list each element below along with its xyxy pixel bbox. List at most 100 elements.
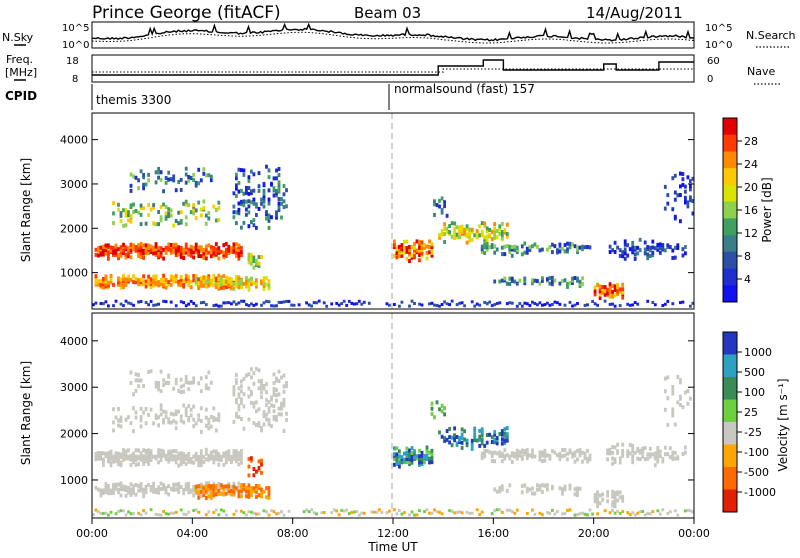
range-gate-cell bbox=[460, 224, 464, 229]
range-gate-cell bbox=[232, 215, 236, 220]
range-gate-cell bbox=[187, 274, 191, 279]
range-gate-cell bbox=[107, 484, 110, 488]
ground-scatter-cell bbox=[470, 300, 474, 304]
range-gate-cell bbox=[418, 253, 421, 257]
range-gate-cell bbox=[232, 484, 236, 489]
ground-scatter-cell bbox=[275, 512, 278, 516]
ground-scatter-cell bbox=[217, 304, 221, 308]
range-gate-cell bbox=[613, 284, 617, 289]
range-gate-cell bbox=[255, 469, 258, 474]
range-gate-cell bbox=[204, 484, 208, 489]
range-gate-cell bbox=[668, 446, 672, 451]
range-gate-cell bbox=[588, 245, 592, 250]
range-gate-cell bbox=[398, 248, 401, 253]
range-gate-cell bbox=[546, 453, 549, 458]
range-gate-cell bbox=[199, 254, 203, 259]
ground-scatter-cell bbox=[495, 302, 499, 305]
ground-scatter-cell bbox=[531, 300, 534, 304]
range-gate-cell bbox=[430, 247, 434, 252]
range-gate-cell bbox=[440, 210, 444, 215]
range-gate-cell bbox=[277, 406, 281, 411]
range-gate-cell bbox=[500, 230, 504, 235]
ground-scatter-cell bbox=[551, 508, 554, 512]
range-gate-cell bbox=[566, 241, 569, 246]
range-gate-cell bbox=[265, 282, 268, 287]
range-gate-cell bbox=[129, 248, 133, 252]
range-gate-cell bbox=[227, 248, 231, 253]
range-gate-cell bbox=[177, 490, 181, 494]
range-gate-cell bbox=[443, 438, 446, 443]
range-gate-cell bbox=[272, 381, 276, 386]
range-gate-cell bbox=[626, 253, 630, 258]
range-gate-cell bbox=[124, 456, 128, 461]
range-gate-cell bbox=[455, 435, 459, 439]
range-gate-cell bbox=[179, 459, 183, 464]
range-gate-cell bbox=[510, 460, 514, 464]
range-gate-cell bbox=[159, 218, 163, 223]
range-gate-cell bbox=[413, 253, 416, 258]
range-gate-cell bbox=[684, 189, 687, 194]
range-gate-cell bbox=[395, 446, 399, 451]
range-gate-cell bbox=[107, 283, 110, 288]
ground-scatter-cell bbox=[222, 509, 226, 513]
range-gate-cell bbox=[235, 194, 238, 198]
range-gate-cell bbox=[114, 248, 118, 253]
range-gate-cell bbox=[272, 404, 276, 409]
range-gate-cell bbox=[192, 424, 196, 429]
range-gate-cell bbox=[235, 414, 238, 419]
range-gate-cell bbox=[207, 250, 211, 255]
range-gate-cell bbox=[633, 245, 637, 250]
range-gate-cell bbox=[194, 245, 198, 250]
range-gate-cell bbox=[458, 225, 461, 230]
range-gate-cell bbox=[219, 491, 223, 496]
ground-scatter-cell bbox=[543, 303, 547, 307]
range-gate-cell bbox=[169, 177, 173, 182]
nave-label: Nave bbox=[747, 65, 775, 78]
ground-scatter-cell bbox=[428, 511, 431, 515]
range-gate-cell bbox=[237, 481, 241, 486]
range-gate-cell bbox=[194, 279, 198, 284]
ground-scatter-cell bbox=[179, 508, 183, 512]
range-gate-cell bbox=[260, 458, 263, 463]
range-gate-cell bbox=[272, 387, 276, 391]
range-gate-cell bbox=[144, 449, 148, 453]
range-gate-cell bbox=[525, 453, 529, 458]
ground-scatter-cell bbox=[440, 303, 444, 306]
range-gate-cell bbox=[503, 440, 507, 445]
range-gate-cell bbox=[217, 457, 221, 462]
ground-scatter-cell bbox=[393, 303, 396, 306]
range-gate-cell bbox=[237, 457, 241, 462]
ground-scatter-cell bbox=[455, 303, 459, 307]
range-gate-cell bbox=[528, 453, 532, 458]
range-gate-cell bbox=[149, 282, 153, 286]
range-gate-cell bbox=[257, 368, 261, 373]
ground-scatter-cell bbox=[232, 300, 236, 304]
ground-scatter-cell bbox=[337, 303, 341, 307]
range-gate-cell bbox=[250, 456, 253, 461]
range-gate-cell bbox=[214, 483, 218, 488]
range-gate-cell bbox=[277, 186, 281, 191]
ground-scatter-cell bbox=[199, 301, 203, 305]
range-gate-cell bbox=[207, 454, 211, 458]
ground-scatter-cell bbox=[315, 301, 318, 305]
range-gate-cell bbox=[199, 494, 203, 499]
range-gate-cell bbox=[495, 451, 499, 456]
range-gate-cell bbox=[423, 243, 426, 247]
range-gate-cell bbox=[563, 448, 567, 452]
ground-scatter-cell bbox=[137, 511, 140, 515]
range-gate-cell bbox=[169, 208, 173, 213]
range-gate-cell bbox=[277, 183, 281, 188]
ground-scatter-cell bbox=[202, 300, 206, 304]
ground-scatter-cell bbox=[661, 508, 665, 512]
range-gate-cell bbox=[162, 247, 165, 252]
range-gate-cell bbox=[222, 243, 226, 248]
range-gate-cell bbox=[613, 501, 617, 506]
range-gate-cell bbox=[142, 282, 145, 287]
range-gate-cell bbox=[250, 261, 253, 266]
ground-scatter-cell bbox=[335, 301, 339, 305]
range-gate-cell bbox=[235, 242, 238, 247]
range-gate-cell bbox=[149, 279, 153, 284]
range-gate-cell bbox=[240, 417, 243, 421]
range-gate-cell bbox=[498, 486, 502, 490]
range-gate-cell bbox=[207, 370, 211, 375]
